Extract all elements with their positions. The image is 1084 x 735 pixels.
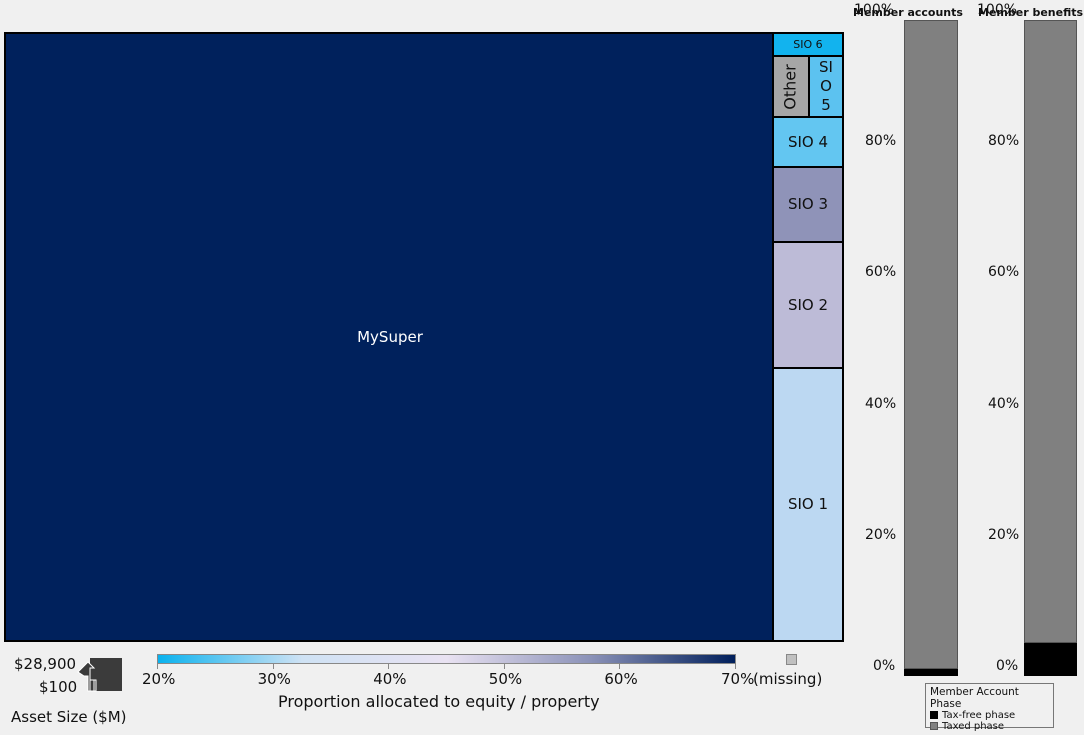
missing-swatch: [786, 654, 797, 665]
tile-label: MySuper: [357, 327, 423, 346]
legend-item-taxed: Taxed phase: [930, 721, 1049, 732]
tile-label: SIO 2: [787, 295, 829, 314]
color-tick-mark: [272, 664, 274, 669]
color-tick-mark: [388, 664, 390, 669]
legend-label-tax-free: Tax-free phase: [942, 710, 1016, 721]
y-tick-label: 60%: [988, 264, 1020, 281]
y-tick-label: 80%: [988, 133, 1020, 150]
size-legend-min: $100: [39, 678, 78, 696]
bar-segment-tax-free-phase[interactable]: [1024, 643, 1077, 676]
y-tick-label: 20%: [865, 526, 897, 543]
tile-label: SIO 1: [787, 495, 829, 514]
tile-label: SIO 5: [819, 58, 833, 114]
legend-label-taxed: Taxed phase: [942, 721, 1005, 732]
tile-mysuper[interactable]: MySuper: [4, 32, 776, 642]
missing-label: (missing): [753, 670, 823, 688]
color-tick-label: 60%: [604, 670, 638, 688]
bar-title-member-accounts: Member accounts: [853, 6, 963, 19]
color-legend-title: Proportion allocated to equity / propert…: [278, 692, 600, 711]
color-tick-mark: [619, 664, 621, 669]
size-legend-shape: [77, 658, 122, 692]
tile-sio-1[interactable]: SIO 1: [772, 367, 844, 642]
y-tick-label: 80%: [865, 133, 897, 150]
tile-sio-4[interactable]: SIO 4: [772, 116, 844, 168]
tile-label: SIO 4: [787, 132, 829, 151]
tile-other[interactable]: Other: [772, 55, 810, 118]
y-tick-label: 100%: [977, 2, 1018, 18]
bar-segment-taxed-phase[interactable]: [904, 20, 958, 670]
bar-segment-tax-free-phase[interactable]: [904, 669, 958, 676]
size-legend-small-square: [89, 679, 97, 692]
legend-item-tax-free: Tax-free phase: [930, 710, 1049, 721]
tile-label: SIO 3: [787, 195, 829, 214]
y-tick-label: 100%: [854, 2, 895, 18]
size-legend-title: Asset Size ($M): [11, 708, 127, 726]
color-tick-label: 30%: [257, 670, 291, 688]
tile-sio-6[interactable]: SIO 6: [772, 32, 844, 57]
y-tick-label: 0%: [996, 658, 1019, 674]
tile-sio-5[interactable]: SIO 5: [808, 55, 844, 118]
color-tick-label: 20%: [142, 670, 176, 688]
color-legend-gradient: [157, 654, 736, 664]
color-tick-label: 50%: [488, 670, 523, 688]
tile-sio-2[interactable]: SIO 2: [772, 241, 844, 369]
y-tick-label: 0%: [873, 658, 896, 674]
tax-free-swatch: [930, 711, 938, 719]
size-legend-max: $28,900: [14, 655, 77, 673]
color-tick-label: 40%: [373, 670, 407, 688]
y-tick-label: 40%: [865, 395, 897, 412]
bar-segment-taxed-phase[interactable]: [1024, 20, 1077, 644]
bar-title-member-benefits: Member benefits: [978, 6, 1084, 19]
y-tick-label: 60%: [865, 264, 897, 281]
color-tick-mark: [735, 664, 736, 669]
tile-label: SIO 6: [793, 37, 823, 51]
color-tick-mark: [157, 664, 158, 669]
phase-legend: Member Account Phase Tax-free phase Taxe…: [925, 683, 1054, 732]
color-tick-label: 70%: [721, 670, 755, 688]
taxed-swatch: [930, 722, 938, 730]
y-tick-label: 20%: [988, 526, 1020, 543]
phase-legend-title: Member Account Phase: [930, 686, 1019, 710]
color-tick-mark: [503, 664, 505, 669]
tile-sio-3[interactable]: SIO 3: [772, 166, 844, 243]
y-tick-label: 40%: [988, 395, 1020, 412]
tile-label: Other: [781, 63, 800, 110]
size-legend-large-square: [90, 658, 122, 691]
